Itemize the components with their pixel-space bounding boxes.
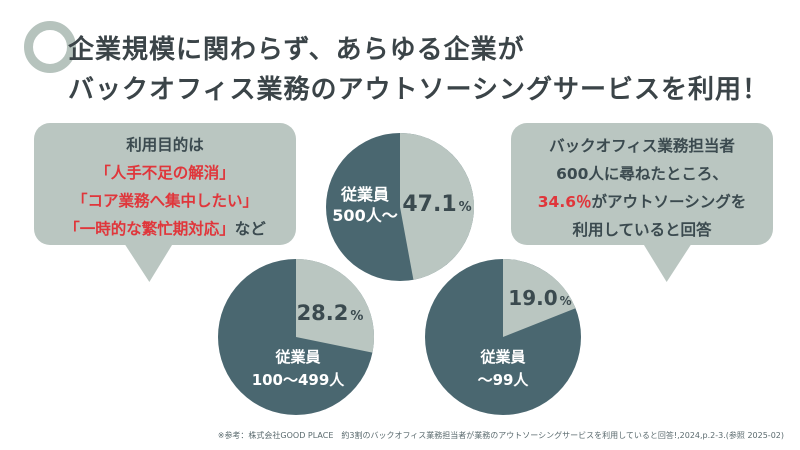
title-line-2: バックオフィス業務のアウトソーシングサービスを利用！ <box>68 75 769 105</box>
pie-chart-500-plus: 従業員 500人〜 47.1% <box>326 133 474 281</box>
pie-slice <box>400 133 474 280</box>
purpose-speech-bubble: 利用目的は 「人手不足の解消」 「コア業務へ集中したい」 「一時的な繁忙期対応」… <box>34 123 296 245</box>
pie-chart-100-499: 従業員 100〜499人 28.2% <box>218 259 374 415</box>
purpose-line-4-highlight: 「一時的な繁忙期対応」 <box>64 220 235 238</box>
pie-value-unit: % <box>459 200 472 215</box>
survey-line-4: 利用していると回答 <box>572 221 712 239</box>
pie-value-label: 47.1% <box>402 192 471 217</box>
pie-value-label: 19.0% <box>508 286 571 310</box>
pie-slice <box>296 259 374 353</box>
pie-value-number: 47.1 <box>402 192 456 217</box>
pie-value-number: 19.0 <box>508 286 557 310</box>
pie-label-line-2: 500人〜 <box>332 206 397 225</box>
survey-speech-bubble: バックオフィス業務担当者 600人に尋ねたところ、 34.6％がアウトソーシング… <box>511 123 773 245</box>
purpose-line-4: 「一時的な繁忙期対応」など <box>34 215 296 243</box>
title-line-1: 企業規模に関わらず、あらゆる企業が <box>68 35 525 65</box>
survey-line-1: バックオフィス業務担当者 <box>549 137 735 155</box>
purpose-line-2: 「人手不足の解消」 <box>95 164 235 182</box>
purpose-line-1: 利用目的は <box>126 136 204 154</box>
pie-chart-under-99: 従業員 〜99人 19.0% <box>425 259 581 415</box>
survey-highlight-percent: 34.6％ <box>537 193 592 211</box>
survey-line-3-suffix: がアウトソーシングを <box>591 193 747 211</box>
page-title: 企業規模に関わらず、あらゆる企業が バックオフィス業務のアウトソーシングサービス… <box>68 30 769 110</box>
pie-slice <box>503 259 576 337</box>
pie-label-line-2: 〜99人 <box>478 371 530 389</box>
survey-line-3: 34.6％がアウトソーシングを <box>511 188 773 216</box>
pie-label-line-2: 100〜499人 <box>252 371 346 389</box>
decorative-ring <box>24 21 76 73</box>
pie-value-label: 28.2% <box>297 301 364 325</box>
pie-value-unit: % <box>350 309 363 324</box>
survey-line-2: 600人に尋ねたところ、 <box>556 165 728 183</box>
purpose-line-3: 「コア業務へ集中したい」 <box>71 192 258 210</box>
source-citation: ※参考：株式会社GOOD PLACE 約3割のバックオフィス業務担当者が業務のア… <box>217 431 784 440</box>
pie-value-number: 28.2 <box>297 301 349 325</box>
pie-value-unit: % <box>560 294 572 308</box>
purpose-line-4-suffix: など <box>234 220 266 238</box>
pie-label-line-1: 従業員 <box>340 185 389 204</box>
pie-label-line-1: 従業員 <box>479 348 525 366</box>
pie-label-line-1: 従業員 <box>274 348 320 366</box>
